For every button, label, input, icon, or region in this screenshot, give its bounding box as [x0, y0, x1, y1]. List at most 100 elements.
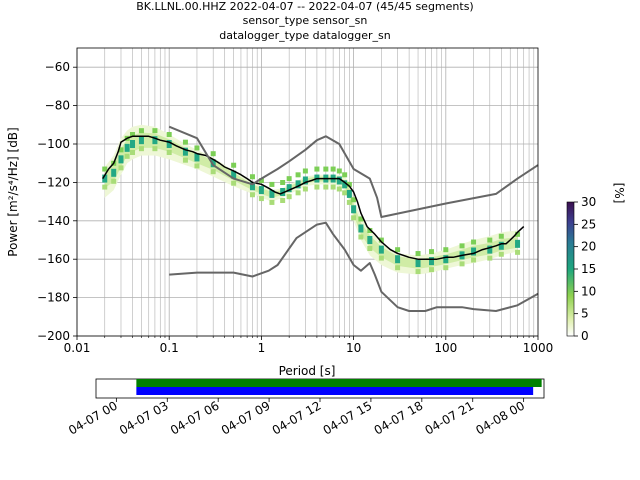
- density-cell: [269, 199, 275, 205]
- density-cell: [280, 198, 286, 203]
- density-mode-cell: [336, 176, 342, 185]
- density-cell: [314, 184, 320, 190]
- density-cell: [498, 233, 504, 239]
- density-mode-cell: [182, 147, 188, 156]
- plot-frame: [76, 47, 539, 337]
- density-cell: [194, 163, 200, 169]
- x-tick-label: 1000: [523, 341, 554, 355]
- density-mode-cell: [429, 257, 435, 266]
- availability-tick-label: 04-08 00: [473, 398, 527, 437]
- x-tick-label: 10: [346, 341, 361, 355]
- density-cell: [130, 150, 136, 155]
- colorbar-tick-label: 10: [581, 284, 596, 298]
- density-cell: [487, 237, 493, 243]
- chart-title-line1: BK.LLNL.00.HHZ 2022-04-07 -- 2022-04-07 …: [136, 0, 473, 13]
- density-mode-cell: [378, 245, 384, 254]
- y-tick-label: −100: [37, 137, 70, 151]
- y-tick-label: −200: [37, 329, 70, 343]
- density-cell: [323, 184, 329, 190]
- density-cell: [210, 151, 216, 157]
- density-cell: [342, 190, 348, 196]
- density-mode-cell: [358, 224, 364, 233]
- mode-line: [102, 135, 525, 260]
- density-cell: [182, 139, 188, 145]
- density-cell: [166, 150, 172, 155]
- density-cell: [498, 251, 504, 257]
- density-cell: [395, 247, 401, 253]
- x-tick-label: 100: [434, 341, 457, 355]
- colorbar-tick-label: 15: [581, 262, 596, 276]
- density-cell: [102, 184, 108, 190]
- colorbar-tick-label: 25: [581, 217, 596, 231]
- density-cell: [367, 228, 373, 233]
- availability-tick-label: 04-07 18: [372, 398, 426, 437]
- density-mode-cell: [498, 241, 504, 250]
- availability-bar-blue: [136, 387, 534, 395]
- density-cell: [336, 168, 342, 174]
- density-mode-cell: [249, 182, 255, 191]
- density-cell: [351, 215, 357, 221]
- density-mode-cell: [194, 153, 200, 162]
- density-cell: [194, 145, 200, 151]
- density-mode-cell: [286, 184, 292, 193]
- density-cell: [415, 269, 421, 275]
- availability-tick-label: 04-07 21: [423, 398, 477, 437]
- y-tick-label: −60: [45, 60, 70, 74]
- y-tick-label: −120: [37, 175, 70, 189]
- y-tick-label: −180: [37, 291, 70, 305]
- density-cell: [323, 166, 329, 172]
- availability-tick-label: 04-07 15: [321, 398, 375, 437]
- y-axis-label: Power [m²/s⁴/Hz] [dB]: [6, 127, 20, 256]
- noise-model-low-line: [169, 221, 539, 312]
- density-cell: [395, 265, 401, 271]
- colorbar-tick-label: 20: [581, 240, 596, 254]
- density-mode-cell: [111, 168, 117, 177]
- density-cell: [443, 265, 449, 271]
- chart-title-line3: datalogger_type datalogger_sn: [219, 29, 390, 42]
- density-cell: [336, 186, 342, 192]
- availability-bars: [136, 379, 542, 395]
- availability-tick-label: 04-07 09: [219, 398, 273, 437]
- density-cell: [280, 180, 286, 185]
- density-cell: [210, 169, 216, 175]
- density-mode-cell: [302, 176, 308, 185]
- density-cell: [471, 257, 477, 263]
- colorbar: [566, 201, 575, 337]
- density-cell: [130, 132, 136, 137]
- availability-tick-label: 04-07 00: [66, 398, 120, 437]
- density-cell: [378, 255, 384, 261]
- density-mode-cell: [231, 170, 237, 179]
- noise-model-high-line: [168, 125, 539, 218]
- density-mode-cell: [124, 143, 130, 152]
- x-tick-label: 1: [258, 341, 266, 355]
- density-mode-cell: [471, 247, 477, 256]
- density-cell: [138, 128, 144, 134]
- x-tick-label: 0.1: [160, 341, 179, 355]
- grid-layer: [76, 48, 538, 337]
- density-cell: [286, 194, 292, 200]
- density-mode-cell: [443, 255, 449, 264]
- availability-tick-label: 04-07 03: [117, 398, 171, 437]
- colorbar-ticks: 0 5 10 15 20 25 30: [574, 195, 596, 343]
- density-cell: [102, 166, 108, 172]
- density-mode-cell: [102, 174, 108, 183]
- density-mode-cell: [395, 255, 401, 264]
- density-cell: [231, 162, 237, 168]
- y-tick-label: −140: [37, 214, 70, 228]
- density-mode-cell: [258, 186, 264, 195]
- colorbar-tick-label: 5: [581, 307, 589, 321]
- y-tick-label: −80: [45, 99, 70, 113]
- density-cell: [286, 176, 292, 182]
- x-axis-label: Period [s]: [279, 364, 336, 378]
- density-mode-cell: [415, 259, 421, 268]
- density-cell: [138, 146, 144, 152]
- series-layer: [102, 125, 539, 312]
- density-cell: [515, 231, 521, 237]
- density-band-inner: [104, 132, 518, 269]
- density-cell: [358, 216, 364, 222]
- density-cell: [342, 172, 348, 178]
- density-cell: [367, 246, 373, 251]
- density-cell: [182, 157, 188, 163]
